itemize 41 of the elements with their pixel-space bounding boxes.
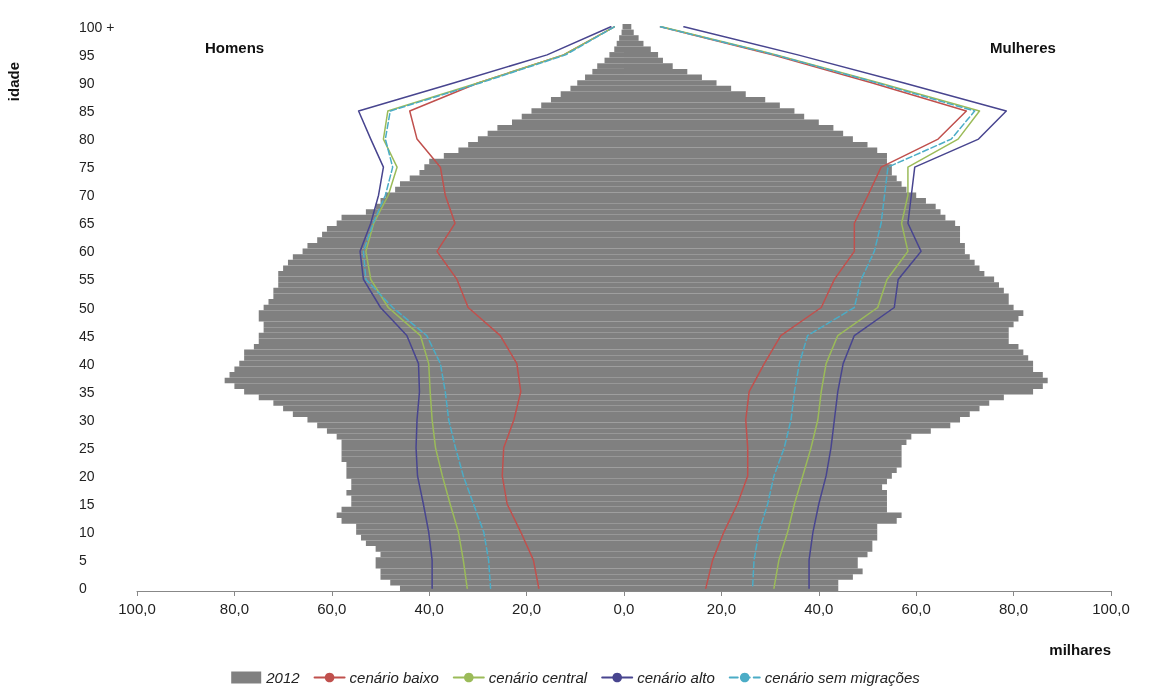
x-tick-label: 80,0 bbox=[219, 600, 249, 617]
annotation: Homens bbox=[205, 39, 265, 56]
legend-label: cenário alto bbox=[637, 669, 715, 686]
y-axis-title: idade bbox=[5, 61, 22, 102]
x-tick-label: 80,0 bbox=[999, 600, 1029, 617]
legend-label: cenário central bbox=[488, 669, 588, 686]
y-tick-label: 0 bbox=[79, 580, 87, 597]
x-tick-label: 20,0 bbox=[706, 600, 736, 617]
x-tick-label: 20,0 bbox=[512, 600, 542, 617]
x-tick-label: 60,0 bbox=[317, 600, 347, 617]
y-tick-label: 5 bbox=[79, 552, 87, 569]
x-tick-label: 40,0 bbox=[804, 600, 834, 617]
legend-label: cenário baixo bbox=[349, 669, 439, 686]
y-tick-label: 75 bbox=[79, 159, 95, 176]
y-tick-label: 35 bbox=[79, 383, 95, 400]
y-tick-label: 20 bbox=[79, 467, 95, 484]
y-tick-label: 65 bbox=[79, 215, 95, 232]
annotation: Mulheres bbox=[990, 39, 1056, 56]
y-tick-label: 30 bbox=[79, 411, 95, 428]
y-tick-label: 90 bbox=[79, 74, 95, 91]
y-tick-label: 25 bbox=[79, 439, 95, 456]
y-tick-label: 45 bbox=[79, 327, 95, 344]
legend-label: 2012 bbox=[265, 669, 301, 686]
y-tick-label: 40 bbox=[79, 355, 95, 372]
x-tick-label: 60,0 bbox=[901, 600, 931, 617]
y-tick-label: 95 bbox=[79, 46, 95, 63]
x-tick-label: 0,0 bbox=[613, 600, 635, 617]
y-tick-label: 10 bbox=[79, 524, 95, 541]
y-tick-label: 55 bbox=[79, 271, 95, 288]
legend-label: cenário sem migrações bbox=[764, 669, 921, 686]
y-tick-label: 50 bbox=[79, 299, 95, 316]
y-tick-label: 15 bbox=[79, 495, 95, 512]
y-tick-label: 80 bbox=[79, 131, 95, 148]
x-axis-title: milhares bbox=[1049, 641, 1111, 658]
y-tick-label: 85 bbox=[79, 103, 95, 120]
y-tick-label: 70 bbox=[79, 187, 95, 204]
x-tick-label: 100,0 bbox=[118, 600, 156, 617]
y-tick-label: 100 + bbox=[79, 18, 115, 35]
x-tick-label: 100,0 bbox=[1092, 600, 1130, 617]
x-tick-label: 40,0 bbox=[414, 600, 444, 617]
y-tick-label: 60 bbox=[79, 243, 95, 260]
